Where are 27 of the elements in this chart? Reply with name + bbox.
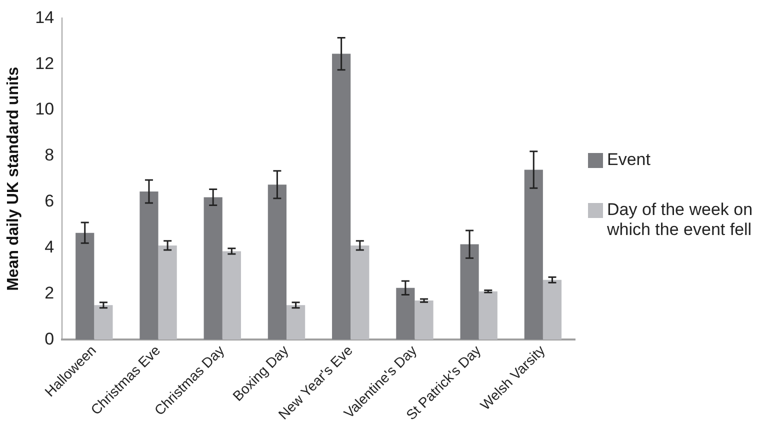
bar [158,245,177,340]
y-tick-label: 2 [44,283,54,302]
legend-label: Event [607,150,650,170]
bar [396,288,415,340]
bar [414,300,434,340]
bar [332,54,351,340]
y-tick-label: 14 [35,8,54,27]
bar [140,192,158,340]
y-tick-label: 10 [35,100,54,119]
bar [460,244,479,340]
bar [478,291,498,340]
y-tick-label: 0 [44,329,54,348]
bar [268,184,286,340]
y-axis-title: Mean daily UK standard units [5,66,22,291]
bar [524,170,543,340]
y-tick-label: 4 [44,237,54,256]
bar [204,197,222,340]
y-tick-label: 8 [44,146,54,165]
y-tick-label: 6 [44,192,54,211]
bar [94,305,113,340]
bar [542,280,562,340]
y-tick-label: 12 [35,54,54,73]
bar [286,305,306,340]
bar [76,232,94,340]
bar [222,251,241,340]
bar [350,245,370,340]
legend-label: Day of the week on which the event fell [607,200,754,240]
